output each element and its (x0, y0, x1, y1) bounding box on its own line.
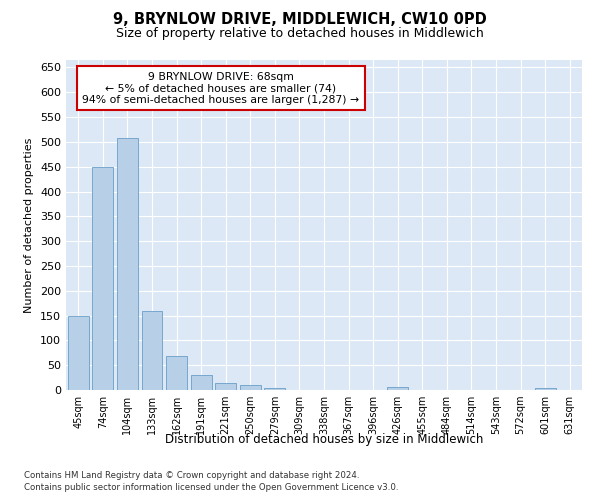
Text: Contains HM Land Registry data © Crown copyright and database right 2024.: Contains HM Land Registry data © Crown c… (24, 471, 359, 480)
Bar (117, 138, 138, 390)
Text: 9 BRYNLOW DRIVE: 68sqm
← 5% of detached houses are smaller (74)
94% of semi-deta: 9 BRYNLOW DRIVE: 68sqm ← 5% of detached … (82, 72, 359, 105)
Bar (535, 388, 556, 390)
Text: Distribution of detached houses by size in Middlewich: Distribution of detached houses by size … (165, 432, 483, 446)
Bar (142, 310, 163, 390)
Text: Contains public sector information licensed under the Open Government Licence v3: Contains public sector information licen… (24, 484, 398, 492)
Bar (92, 166, 113, 390)
Bar (191, 375, 212, 390)
Text: Size of property relative to detached houses in Middlewich: Size of property relative to detached ho… (116, 28, 484, 40)
Bar (166, 356, 187, 390)
Text: 9, BRYNLOW DRIVE, MIDDLEWICH, CW10 0PD: 9, BRYNLOW DRIVE, MIDDLEWICH, CW10 0PD (113, 12, 487, 28)
Bar (68, 316, 89, 390)
Bar (215, 383, 236, 390)
Bar (265, 388, 286, 390)
Bar (387, 386, 408, 390)
Y-axis label: Number of detached properties: Number of detached properties (25, 138, 34, 312)
Bar (240, 385, 261, 390)
